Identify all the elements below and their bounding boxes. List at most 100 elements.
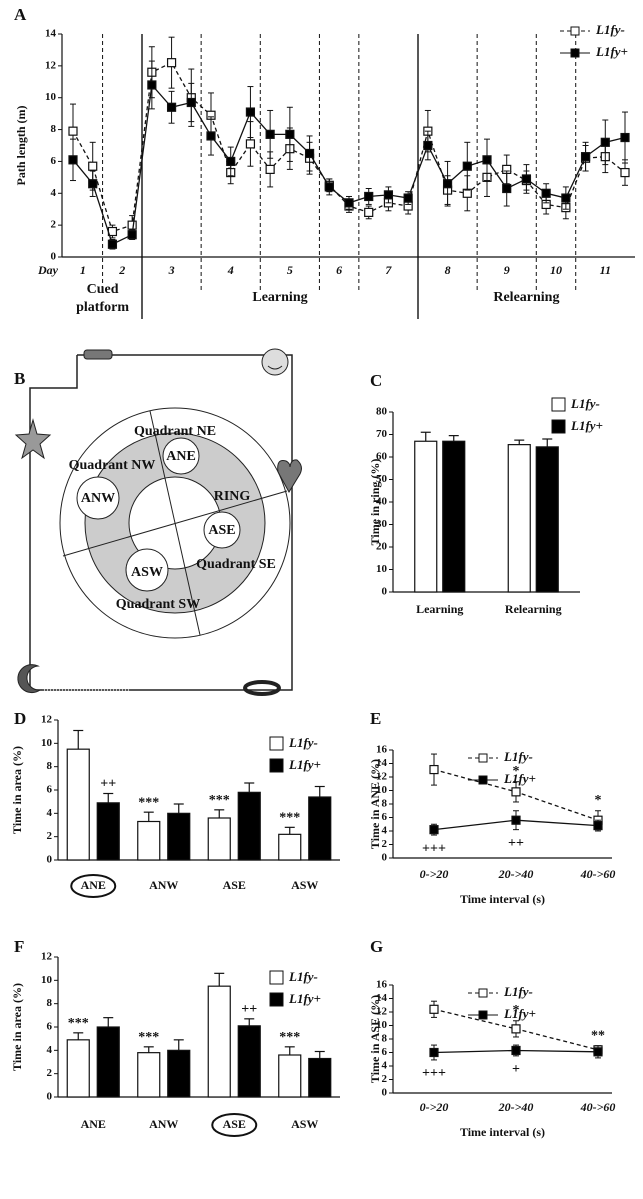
y-tick-label: 30 — [376, 518, 388, 530]
quadrant-label: Quadrant NW — [69, 458, 156, 473]
point — [324, 182, 334, 192]
x-tick-label: 40->60 — [580, 867, 616, 881]
point — [265, 164, 275, 174]
panel-label: E — [370, 709, 381, 728]
point — [541, 188, 551, 198]
point — [462, 161, 472, 171]
point — [127, 230, 137, 240]
legend-label: L1fy+ — [503, 1006, 536, 1021]
bar — [207, 817, 231, 861]
heart-icon — [277, 459, 302, 493]
ring-icon — [243, 680, 281, 696]
x-axis-title: Time interval (s) — [460, 1125, 545, 1139]
significance-marker: + — [512, 1062, 520, 1077]
y-tick-label: 8 — [382, 798, 388, 810]
x-tick-label: 20->40 — [498, 1100, 534, 1114]
legend-marker — [478, 1010, 488, 1020]
point — [245, 139, 256, 149]
point — [166, 58, 177, 68]
legend-swatch — [269, 758, 284, 773]
day-label: 9 — [504, 263, 510, 277]
point — [429, 1047, 439, 1058]
panel-label: D — [14, 709, 26, 728]
point — [265, 129, 275, 139]
legend-label: L1fy- — [503, 984, 533, 999]
point — [429, 1004, 439, 1014]
panel-label: A — [14, 5, 27, 24]
point — [580, 152, 591, 162]
quadrant-label: Quadrant SE — [196, 557, 276, 572]
significance-marker: *** — [138, 1030, 159, 1045]
quadrant-label: Quadrant NE — [134, 424, 216, 439]
legend-marker — [478, 753, 488, 763]
y-tick-label: 12 — [41, 951, 53, 963]
day-label: 8 — [445, 263, 451, 277]
y-tick-label: 50 — [376, 473, 388, 485]
x-tick-label: 20->40 — [498, 867, 534, 881]
bar — [237, 791, 261, 861]
y-axis-title: Time in ANE (%) — [368, 759, 382, 849]
bar — [535, 446, 559, 593]
y-tick-label: 8 — [51, 123, 57, 135]
point — [423, 140, 433, 151]
point — [561, 193, 571, 203]
point — [620, 132, 630, 143]
bar — [167, 1049, 191, 1098]
legend-label: L1fy- — [503, 749, 533, 764]
x-tick-label: ASE — [223, 1117, 246, 1131]
day-label: 6 — [336, 263, 342, 277]
quadrant-divider — [62, 490, 288, 557]
legend-label: L1fy- — [595, 22, 625, 37]
bar — [278, 1054, 302, 1098]
y-tick-label: 10 — [376, 784, 388, 796]
y-tick-label: 8 — [47, 997, 53, 1009]
significance-marker: * — [513, 764, 520, 779]
bar — [414, 440, 438, 593]
point — [593, 1047, 603, 1057]
legend-marker — [570, 48, 580, 58]
bar — [308, 1057, 332, 1098]
point — [206, 131, 216, 141]
legend-swatch — [269, 992, 284, 1007]
point — [88, 161, 98, 171]
y-axis-title: Time in ring (%) — [368, 459, 382, 546]
area-circle — [125, 548, 169, 592]
y-tick-label: 20 — [376, 541, 388, 553]
bar — [207, 985, 231, 1098]
y-tick-label: 8 — [47, 760, 53, 772]
y-tick-label: 2 — [47, 830, 53, 842]
point — [88, 179, 98, 189]
y-tick-label: 16 — [376, 979, 388, 991]
point — [245, 107, 256, 117]
bar — [442, 440, 466, 593]
legend-swatch — [551, 397, 566, 412]
area-circle — [162, 437, 200, 475]
category-highlight — [211, 1113, 258, 1137]
day-label: 10 — [550, 263, 562, 277]
bar — [66, 1039, 90, 1098]
area-circle — [203, 511, 241, 549]
category-highlight — [70, 874, 117, 898]
point — [600, 137, 610, 147]
legend-label: L1fy+ — [503, 771, 536, 786]
phase-label: Learning — [252, 290, 307, 305]
y-tick-label: 2 — [51, 219, 57, 231]
day-label: 2 — [118, 263, 125, 277]
point — [147, 80, 157, 90]
smiley-icon — [261, 348, 289, 376]
area-label: ANW — [81, 491, 115, 506]
y-tick-label: 10 — [376, 1019, 388, 1031]
y-tick-label: 2 — [382, 838, 388, 850]
panel-label: C — [370, 371, 382, 390]
point — [403, 193, 413, 203]
day-label: 4 — [227, 263, 234, 277]
y-tick-label: 0 — [382, 852, 388, 864]
y-tick-label: 10 — [45, 91, 57, 103]
y-tick-label: 12 — [376, 771, 388, 783]
point — [502, 183, 512, 194]
significance-marker: ++ — [100, 777, 116, 792]
point — [383, 190, 394, 200]
area-label: ASE — [208, 523, 235, 538]
y-tick-label: 70 — [376, 428, 388, 440]
moon-icon — [17, 664, 42, 694]
